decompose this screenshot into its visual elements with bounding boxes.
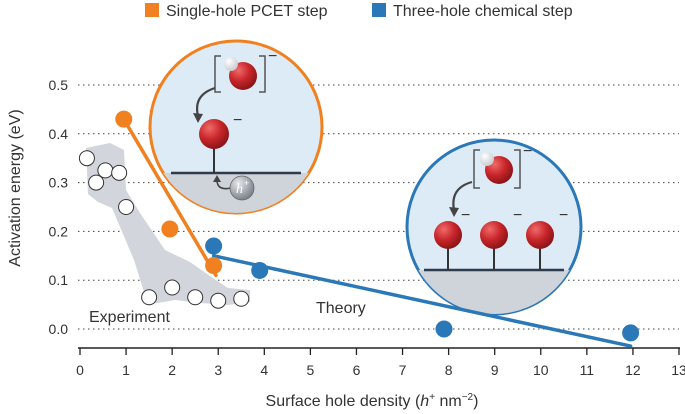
experiment-point — [210, 292, 227, 309]
chemical-point — [622, 324, 640, 342]
x-tick-label: 0 — [76, 362, 84, 378]
chemical-point — [435, 320, 453, 338]
x-tick-label: 8 — [445, 362, 453, 378]
chemical-arrow-icon — [452, 180, 473, 211]
y-tick-label: 0.5 — [49, 77, 69, 93]
experiment-point — [233, 290, 250, 307]
pcet-arrowhead — [193, 113, 203, 123]
legend: Single-hole PCET step Three-hole chemica… — [145, 3, 573, 20]
y-tick-label: 0.3 — [49, 175, 69, 191]
experiment-point — [88, 174, 105, 191]
hole-icon: h + — [229, 175, 255, 201]
legend-marker-pcet — [145, 3, 159, 17]
hydrogen-atom — [224, 57, 238, 71]
fit-lines — [122, 117, 633, 348]
surface-site-2: − — [480, 207, 522, 270]
x-axis-ticks: 0 1 2 3 4 5 6 7 8 9 10 11 12 13 — [76, 348, 685, 378]
chemical-point — [205, 237, 223, 255]
experiment-point — [111, 164, 128, 181]
experiment-point — [141, 289, 158, 306]
x-tick-label: 12 — [625, 362, 641, 378]
y-axis-title: Activation energy (eV) — [7, 109, 24, 266]
chemical-hydroxide-ion: − — [473, 143, 532, 189]
right-bracket — [514, 149, 521, 189]
y-tick-label: 0.1 — [49, 272, 69, 288]
surface-site-3: − — [526, 207, 568, 270]
x-tick-label: 13 — [671, 362, 685, 378]
y-tick-label: 0.4 — [49, 126, 69, 142]
pcet-inset: − − h + — [148, 39, 324, 215]
experiment-point — [118, 199, 135, 215]
experiment-point — [164, 279, 181, 296]
svg-text:h: h — [236, 182, 243, 197]
chemical-arrowhead — [449, 207, 459, 217]
x-tick-label: 4 — [260, 362, 268, 378]
legend-label-chemical: Three-hole chemical step — [393, 3, 573, 20]
fit-line — [122, 117, 218, 278]
ion-charge: − — [268, 48, 277, 65]
x-axis-title: Surface hole density (h+ nm−2) — [266, 392, 479, 410]
surface-site-1: − — [434, 207, 470, 270]
experiment-point — [97, 162, 114, 179]
experiment-band — [86, 143, 250, 305]
ion-charge: − — [523, 143, 532, 160]
chemical-surface — [407, 270, 581, 314]
hole-arrowhead — [213, 175, 221, 182]
hydrogen-atom — [480, 152, 494, 166]
left-bracket — [214, 55, 221, 93]
x-tick-label: 2 — [168, 362, 176, 378]
x-tick-label: 3 — [214, 362, 222, 378]
x-tick-label: 7 — [399, 362, 407, 378]
y-tick-label: 0.0 — [49, 321, 69, 337]
x-tick-label: 6 — [353, 362, 361, 378]
experiment-point — [78, 150, 95, 167]
oxygen-atom — [229, 62, 257, 90]
y-axis-ticks: 0.0 0.1 0.2 0.3 0.4 0.5 — [49, 77, 69, 337]
experiment-point — [187, 289, 204, 306]
left-bracket — [473, 149, 480, 189]
x-tick-label: 10 — [533, 362, 549, 378]
right-bracket — [259, 55, 266, 93]
adsorbed-charge: − — [233, 112, 242, 129]
experiment-label: Experiment — [89, 309, 170, 326]
chemical-point — [251, 261, 269, 279]
x-tick-label: 1 — [122, 362, 130, 378]
svg-text:+: + — [244, 178, 249, 188]
y-tick-label: 0.2 — [49, 223, 69, 239]
theory-label: Theory — [316, 300, 366, 317]
adsorbed-atom — [199, 119, 229, 149]
chemical-inset: − − − − — [405, 138, 583, 316]
x-tick-label: 9 — [491, 362, 499, 378]
legend-label-pcet: Single-hole PCET step — [166, 3, 328, 20]
fit-line — [211, 254, 633, 348]
pcet-adsorbed-oxygen: − — [199, 112, 242, 173]
x-tick-label: 11 — [580, 362, 595, 378]
site-charge-1: − — [461, 207, 470, 224]
site-charge-3: − — [559, 207, 568, 224]
site-charge-2: − — [513, 207, 522, 224]
pcet-hydroxide-ion: − — [214, 48, 277, 93]
data-points — [78, 110, 640, 342]
legend-marker-chemical — [372, 3, 386, 17]
x-tick-label: 5 — [306, 362, 314, 378]
pcet-point — [205, 257, 223, 275]
pcet-arrow-icon — [196, 86, 216, 117]
pcet-point — [161, 220, 179, 238]
pcet-point — [115, 110, 133, 128]
